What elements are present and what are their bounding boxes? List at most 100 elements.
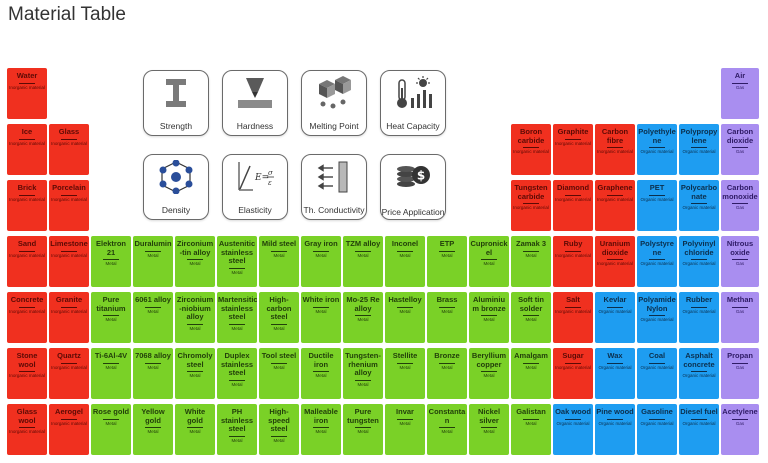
material-cell[interactable]: Pure tungsten Metal: [343, 404, 383, 455]
material-cell[interactable]: Carbon monoxide Gas: [721, 180, 759, 231]
material-cell[interactable]: Rubber Organic material: [679, 292, 719, 343]
material-cell[interactable]: Zirconium -tin alloy Metal: [175, 236, 215, 287]
material-cell[interactable]: Polypropy lene Organic material: [679, 124, 719, 175]
material-cell[interactable]: Glass Inorganic material: [49, 124, 89, 175]
material-cell[interactable]: 7068 alloy Metal: [133, 348, 173, 399]
material-cell[interactable]: Aluminiu m bronze Metal: [469, 292, 509, 343]
material-cell[interactable]: Mild steel Metal: [259, 236, 299, 287]
material-cell[interactable]: Coal Organic material: [637, 348, 677, 399]
material-name: PH stainless steel: [220, 407, 254, 433]
material-cell[interactable]: Gasoline Organic material: [637, 404, 677, 455]
material-cell[interactable]: Polyvinyl chloride Organic material: [679, 236, 719, 287]
material-cell[interactable]: PH stainless steel Metal: [217, 404, 257, 455]
material-cell[interactable]: Kevlar Organic material: [595, 292, 635, 343]
material-cell[interactable]: 6061 alloy Metal: [133, 292, 173, 343]
material-cell[interactable]: Sugar Inorganic material: [553, 348, 593, 399]
material-cell[interactable]: Nitrous oxide Gas: [721, 236, 759, 287]
material-cell[interactable]: Hastelloy Metal: [385, 292, 425, 343]
material-cell[interactable]: Glass wool Inorganic material: [7, 404, 47, 455]
material-cell[interactable]: High-speed steel Metal: [259, 404, 299, 455]
material-cell[interactable]: TZM alloy Metal: [343, 236, 383, 287]
material-cell[interactable]: Diesel fuel Organic material: [679, 404, 719, 455]
material-cell[interactable]: Ductile iron Metal: [301, 348, 341, 399]
material-cell[interactable]: Water Inorganic material: [7, 68, 47, 119]
material-cell[interactable]: Duplex stainless steel Metal: [217, 348, 257, 399]
material-cell[interactable]: Limestone Inorganic material: [49, 236, 89, 287]
property-tile-heat-capacity[interactable]: Heat Capacity: [380, 70, 446, 136]
material-cell[interactable]: Carbon dioxide Gas: [721, 124, 759, 175]
material-cell[interactable]: High-carbon steel Metal: [259, 292, 299, 343]
material-cell[interactable]: Acetylene Gas: [721, 404, 759, 455]
property-tile-hardness[interactable]: Hardness: [222, 70, 288, 136]
material-cell[interactable]: PET Organic material: [637, 180, 677, 231]
material-cell[interactable]: Concrete Inorganic material: [7, 292, 47, 343]
material-cell[interactable]: Polycarbo nate Organic material: [679, 180, 719, 231]
material-cell[interactable]: Tungsten carbide Inorganic material: [511, 180, 551, 231]
material-cell[interactable]: Soft tin solder Metal: [511, 292, 551, 343]
material-cell[interactable]: Bronze Metal: [427, 348, 467, 399]
material-cell[interactable]: Cupronick el Metal: [469, 236, 509, 287]
material-cell[interactable]: Galistan Metal: [511, 404, 551, 455]
property-tile-density[interactable]: Density: [143, 154, 209, 220]
property-tile-elasticity[interactable]: E= σ ε Elasticity: [222, 154, 288, 220]
material-cell[interactable]: ETP Metal: [427, 236, 467, 287]
material-cell[interactable]: Graphite Inorganic material: [553, 124, 593, 175]
material-cell[interactable]: Elektron 21 Metal: [91, 236, 131, 287]
material-cell[interactable]: Sand Inorganic material: [7, 236, 47, 287]
material-cell[interactable]: Stellite Metal: [385, 348, 425, 399]
material-cell[interactable]: Methan Gas: [721, 292, 759, 343]
material-cell[interactable]: Nickel silver Metal: [469, 404, 509, 455]
material-cell[interactable]: Salt Inorganic material: [553, 292, 593, 343]
material-cell[interactable]: Uranium dioxide Inorganic material: [595, 236, 635, 287]
material-cell[interactable]: Amalgam Metal: [511, 348, 551, 399]
material-cell[interactable]: Brass Metal: [427, 292, 467, 343]
material-cell[interactable]: White gold Metal: [175, 404, 215, 455]
material-cell[interactable]: Duralumin Metal: [133, 236, 173, 287]
material-cell[interactable]: Polyethyle ne Organic material: [637, 124, 677, 175]
material-cell[interactable]: Pure titanium Metal: [91, 292, 131, 343]
material-cell[interactable]: Brick Inorganic material: [7, 180, 47, 231]
material-cell[interactable]: Invar Metal: [385, 404, 425, 455]
material-cell[interactable]: Stone wool Inorganic material: [7, 348, 47, 399]
material-cell[interactable]: Inconel Metal: [385, 236, 425, 287]
material-cell[interactable]: Porcelain Inorganic material: [49, 180, 89, 231]
material-cell[interactable]: Zirconium -niobium alloy Metal: [175, 292, 215, 343]
material-cell[interactable]: Martensitic stainless steel Metal: [217, 292, 257, 343]
material-cell[interactable]: Ti-6Al-4V Metal: [91, 348, 131, 399]
material-cell[interactable]: Zamak 3 Metal: [511, 236, 551, 287]
material-cell[interactable]: Rose gold Metal: [91, 404, 131, 455]
material-cell[interactable]: Constanta n Metal: [427, 404, 467, 455]
material-cell[interactable]: Quartz Inorganic material: [49, 348, 89, 399]
material-cell[interactable]: Austenitic stainless steel Metal: [217, 236, 257, 287]
material-cell[interactable]: Polyamide Nylon Organic material: [637, 292, 677, 343]
property-tile-thermal-conductivity[interactable]: Th. Conductivity: [301, 154, 367, 220]
material-cell[interactable]: Polystyre ne Organic material: [637, 236, 677, 287]
material-cell[interactable]: Propan Gas: [721, 348, 759, 399]
material-cell[interactable]: Pine wood Organic material: [595, 404, 635, 455]
material-cell[interactable]: Ruby Inorganic material: [553, 236, 593, 287]
material-cell[interactable]: Granite Inorganic material: [49, 292, 89, 343]
material-cell[interactable]: Graphene Inorganic material: [595, 180, 635, 231]
material-cell[interactable]: White iron Metal: [301, 292, 341, 343]
divider: [649, 194, 665, 196]
material-cell[interactable]: Diamond Inorganic material: [553, 180, 593, 231]
material-cell[interactable]: Tool steel Metal: [259, 348, 299, 399]
material-cell[interactable]: Boron carbide Inorganic material: [511, 124, 551, 175]
material-cell[interactable]: Chromoly steel Metal: [175, 348, 215, 399]
material-cell[interactable]: Malleable iron Metal: [301, 404, 341, 455]
material-cell[interactable]: Carbon fibre Inorganic material: [595, 124, 635, 175]
material-cell[interactable]: Air Gas: [721, 68, 759, 119]
material-cell[interactable]: Oak wood Organic material: [553, 404, 593, 455]
material-cell[interactable]: Beryllium copper Metal: [469, 348, 509, 399]
material-cell[interactable]: Yellow gold Metal: [133, 404, 173, 455]
material-cell[interactable]: Mo-25 Re alloy Metal: [343, 292, 383, 343]
property-tile-melting-point[interactable]: Melting Point: [301, 70, 367, 136]
material-cell[interactable]: Tungsten-rhenium alloy Metal: [343, 348, 383, 399]
material-cell[interactable]: Ice Inorganic material: [7, 124, 47, 175]
material-cell[interactable]: Aerogel Inorganic material: [49, 404, 89, 455]
property-tile-price-application[interactable]: $ Price Application: [380, 154, 446, 220]
material-cell[interactable]: Gray iron Metal: [301, 236, 341, 287]
material-cell[interactable]: Asphalt concrete Organic material: [679, 348, 719, 399]
material-cell[interactable]: Wax Organic material: [595, 348, 635, 399]
property-tile-strength[interactable]: Strength: [143, 70, 209, 136]
